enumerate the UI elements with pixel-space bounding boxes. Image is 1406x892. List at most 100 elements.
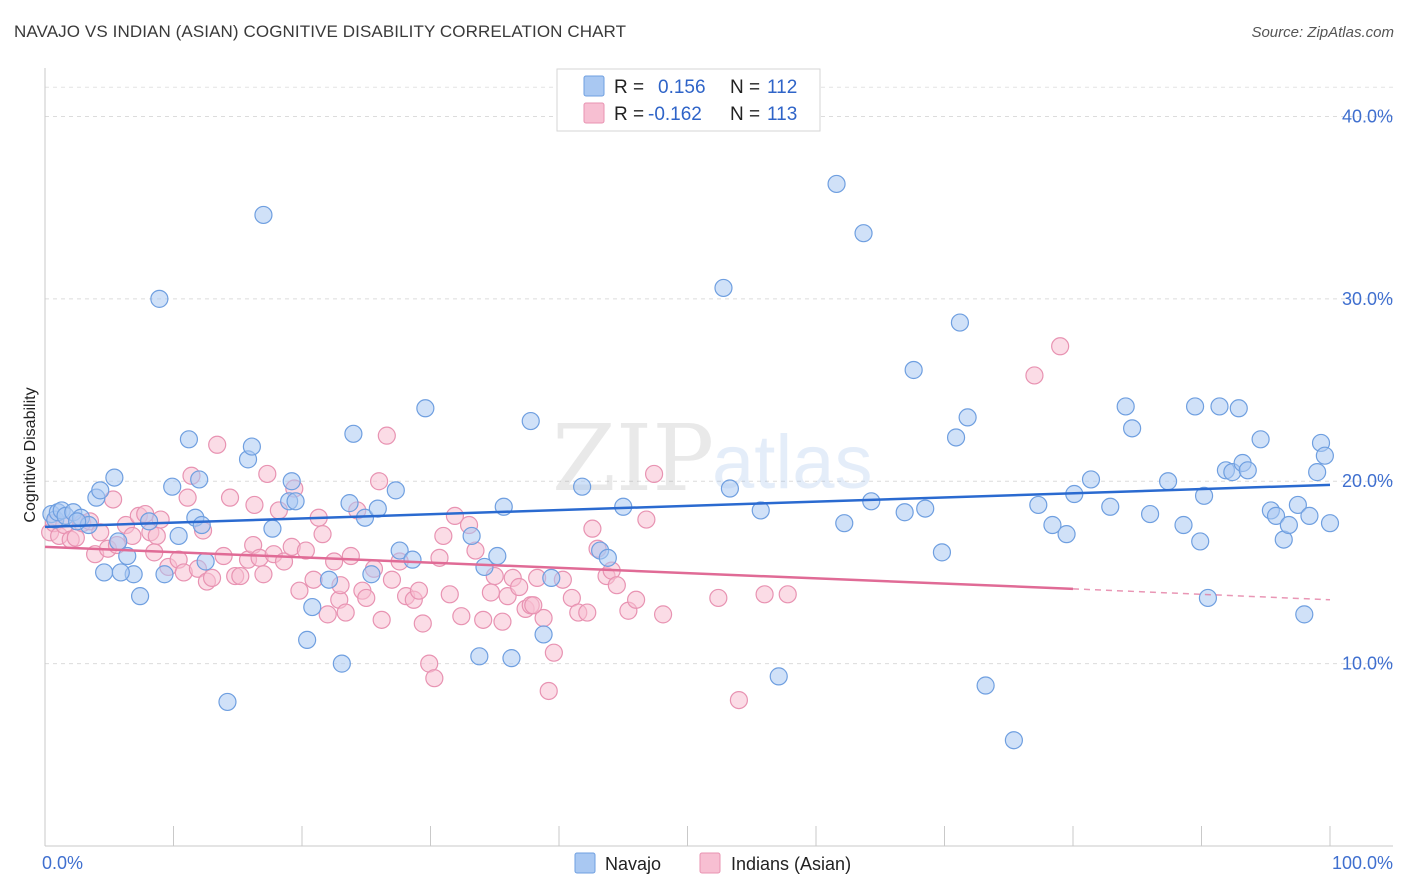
y-tick-labels: 10.0% 20.0% 30.0% 40.0% — [1342, 106, 1393, 673]
navajo-point-60 — [751, 501, 770, 520]
indian-point-46 — [304, 570, 323, 589]
indian-point-90 — [578, 603, 597, 622]
navajo-point-89 — [1198, 588, 1218, 608]
navajo-point-17 — [150, 289, 169, 308]
indian-point-31 — [220, 488, 240, 507]
navajo-point-63 — [835, 514, 854, 533]
navajo-point-109 — [68, 512, 87, 531]
watermark: ZIP atlas — [552, 405, 873, 512]
navajo-point-29 — [263, 519, 282, 538]
navajo-point-24 — [196, 552, 215, 571]
navajo-point-79 — [1081, 470, 1101, 489]
navajo-point-69 — [932, 543, 952, 562]
navajo-point-18 — [155, 565, 174, 584]
legend-swatch-indian — [583, 102, 605, 124]
indian-point-70 — [445, 506, 465, 525]
navajo-point-27 — [242, 437, 261, 456]
navajo-point-80 — [1101, 497, 1120, 516]
navajo-point-102 — [1295, 605, 1314, 624]
indian-point-50 — [325, 552, 344, 571]
navajo-point-85 — [1174, 515, 1193, 535]
navajo-point-61 — [769, 667, 788, 686]
navajo-point-95 — [1238, 461, 1257, 480]
indian-point-23 — [178, 488, 197, 507]
navajo-point-104 — [1308, 463, 1327, 482]
indian-point-105 — [1025, 366, 1044, 385]
y-tick-label-2: 30.0% — [1342, 289, 1393, 309]
indian-point-85 — [539, 681, 558, 701]
navajo-point-84 — [1158, 472, 1178, 491]
trend-lines — [44, 483, 1331, 601]
indian-point-100 — [653, 605, 673, 624]
navajo-points — [42, 174, 1340, 750]
navajo-point-82 — [1123, 419, 1142, 438]
navajo-point-64 — [854, 224, 873, 243]
x-tick-label-max: 100.0% — [1332, 853, 1393, 873]
bottom-legend-navajo: Navajo — [605, 854, 661, 874]
navajo-point-47 — [475, 557, 494, 577]
bottom-legend-swatch-indian — [699, 852, 721, 874]
source-label: Source: ZipAtlas.com — [1251, 24, 1394, 41]
navajo-point-110 — [192, 515, 211, 535]
navajo-point-10 — [95, 563, 114, 582]
indian-point-99 — [644, 464, 664, 484]
indian-point-38 — [258, 464, 277, 484]
indian-point-101 — [709, 588, 728, 608]
legend-n-label-navajo: N = — [730, 77, 760, 98]
navajo-point-76 — [1043, 515, 1062, 535]
navajo-point-44 — [416, 399, 435, 418]
navajo-point-15 — [130, 587, 150, 606]
bottom-legend-indian: Indians (Asian) — [731, 854, 851, 874]
legend-r-value-navajo: 0.156 — [658, 77, 706, 98]
indian-point-86 — [544, 643, 563, 662]
navajo-point-75 — [1029, 495, 1048, 515]
indian-trend-line — [44, 545, 1074, 591]
indian-point-52 — [336, 603, 355, 622]
navajo-point-50 — [502, 649, 521, 668]
navajo-point-62 — [827, 174, 846, 194]
navajo-point-42 — [390, 541, 409, 560]
navajo-point-41 — [386, 481, 405, 500]
navajo-point-106 — [1315, 446, 1334, 465]
bottom-legend: Navajo Indians (Asian) — [574, 852, 851, 874]
indian-point-95 — [607, 576, 626, 595]
navajo-point-23 — [190, 470, 209, 489]
navajo-point-56 — [598, 548, 617, 567]
indian-point-67 — [425, 669, 444, 688]
indian-point-111 — [524, 596, 543, 615]
legend-r-label-indian: R = — [614, 104, 644, 125]
legend-n-value-indian: 113 — [767, 104, 797, 125]
indian-point-71 — [452, 607, 471, 626]
indian-trend-line-extension — [1072, 588, 1331, 601]
navajo-point-71 — [950, 313, 970, 332]
legend-swatch-navajo — [583, 75, 605, 97]
watermark-atlas: atlas — [712, 420, 873, 505]
indian-point-102 — [729, 690, 749, 710]
navajo-point-9 — [91, 481, 110, 500]
y-tick-label-1: 20.0% — [1342, 471, 1393, 491]
indian-point-48 — [313, 525, 332, 544]
navajo-point-68 — [916, 499, 935, 518]
navajo-point-67 — [904, 360, 923, 380]
navajo-point-45 — [462, 526, 481, 546]
watermark-zip: ZIP — [552, 405, 714, 512]
navajo-point-111 — [340, 494, 359, 513]
navajo-point-108 — [111, 563, 130, 582]
indian-point-98 — [637, 510, 656, 529]
axes — [44, 68, 1393, 847]
indian-point-103 — [755, 585, 774, 604]
navajo-point-86 — [1185, 397, 1205, 416]
indian-point-110 — [434, 526, 453, 546]
navajo-point-98 — [1266, 506, 1286, 525]
indian-point-29 — [208, 435, 227, 454]
navajo-point-72 — [958, 408, 977, 427]
navajo-point-16 — [139, 512, 159, 531]
navajo-point-35 — [319, 570, 339, 589]
navajo-point-37 — [344, 424, 363, 443]
indian-point-107 — [370, 472, 389, 491]
navajo-point-74 — [1004, 731, 1023, 750]
indian-point-58 — [372, 610, 391, 629]
indian-point-97 — [626, 590, 646, 609]
navajo-point-81 — [1116, 397, 1135, 416]
